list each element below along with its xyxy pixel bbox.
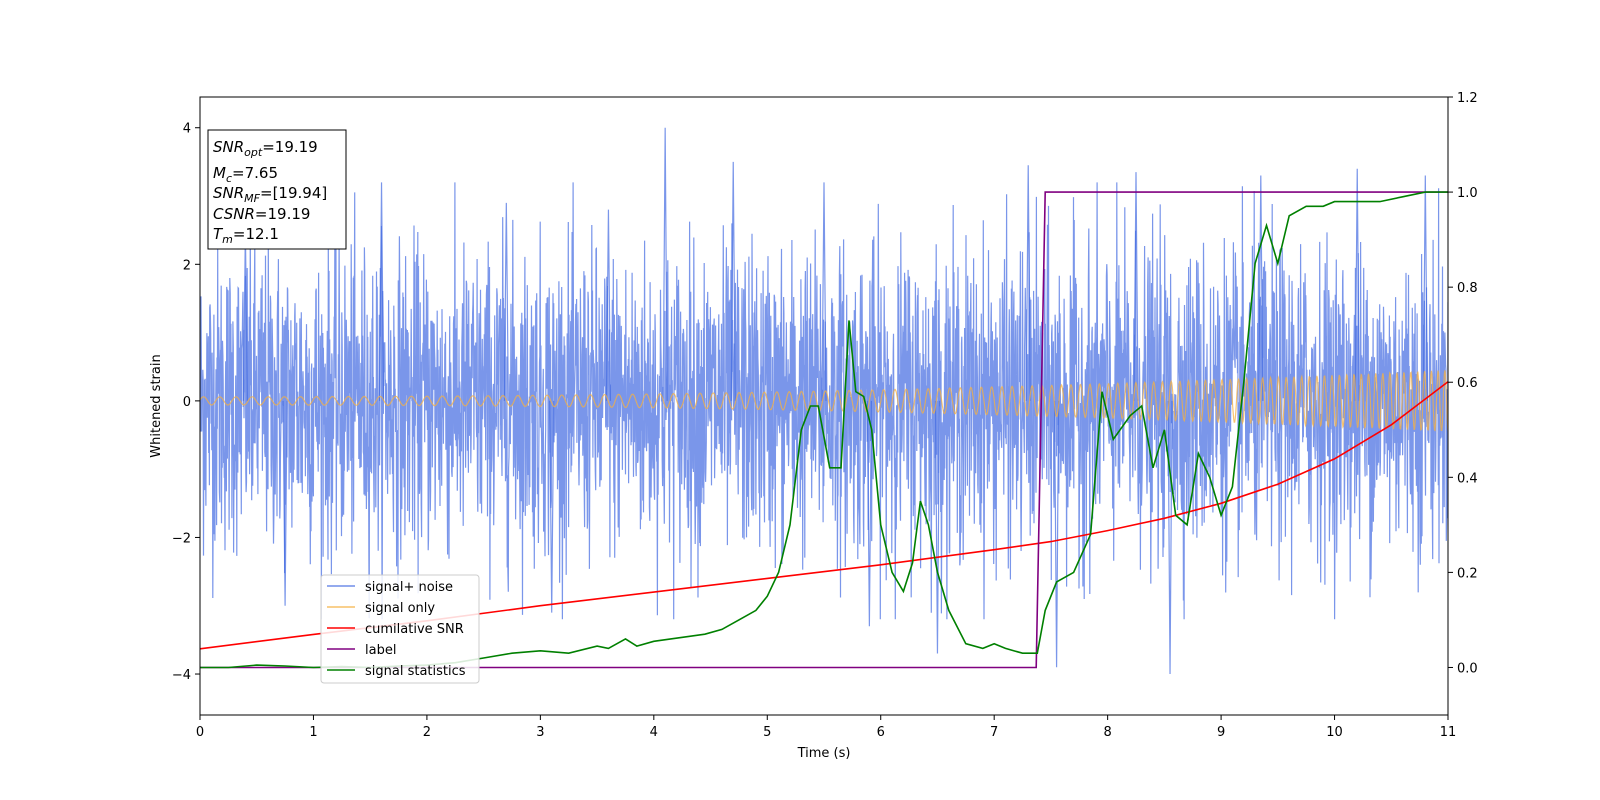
legend: signal+ noise signal only cumilative SNR la… <box>320 574 480 684</box>
legend-label: cumilative SNR <box>365 622 464 637</box>
annotation-line: Mc=7.65 <box>213 164 278 185</box>
annotation-box: SNRopt=19.19 Mc=7.65SNRMF=[19.94]CSNR=19.… <box>207 129 347 250</box>
x-axis-label: Time (s) <box>797 746 851 761</box>
line-signal-statistics <box>200 191 1448 669</box>
y2-tick-label: 0.4 <box>1457 471 1478 486</box>
legend-label: label <box>365 643 396 658</box>
noise-peak-15 <box>1258 175 1264 401</box>
series-3 <box>200 191 1448 669</box>
y2-tick-label: 0.6 <box>1457 376 1478 391</box>
x-tick-label: 4 <box>650 725 658 740</box>
series-layer <box>200 127 1448 675</box>
line-label <box>200 191 1448 669</box>
noise-peak-8 <box>821 182 827 401</box>
noise-peak-11 <box>1025 165 1031 401</box>
legend-label: signal only <box>365 601 435 616</box>
noise-peak-13 <box>1133 172 1139 401</box>
noise-peak-17 <box>1422 175 1428 401</box>
x-tick-label: 9 <box>1217 725 1225 740</box>
x-tick-label: 2 <box>423 725 431 740</box>
x-tick-label: 5 <box>763 725 771 740</box>
annotation-frame <box>207 129 347 250</box>
noise-peak-1 <box>282 400 288 606</box>
x-tick-label: 1 <box>309 725 317 740</box>
x-tick-label: 8 <box>1103 725 1111 740</box>
y-axis-label: Whitened strain <box>149 354 164 457</box>
y2-tick-label: 0.8 <box>1457 281 1478 296</box>
noise-peak-3 <box>503 202 509 401</box>
noise-peak-16 <box>1354 168 1360 401</box>
noise-peak-5 <box>605 209 612 401</box>
legend-label: signal statistics <box>365 664 466 679</box>
noise-peak-10 <box>934 400 941 654</box>
plot-frame <box>199 96 1449 716</box>
series-1 <box>200 370 1448 432</box>
noise-peak-7 <box>730 161 736 401</box>
y-tick-label: 2 <box>183 258 191 273</box>
legend-frame <box>320 574 480 684</box>
x-tick-label: 11 <box>1440 725 1457 740</box>
x-tick-label: 6 <box>877 725 885 740</box>
ticks-layer: 0 1 2 3 4 5 6 7 8 9 10 11 4 2 0 −2 −4 1.2 1.0 0.8 0.6 0.4 0.2 0… <box>172 91 1478 740</box>
y2-tick-label: 1.0 <box>1457 186 1478 201</box>
annotation-line: SNRopt=19.19 <box>213 138 318 159</box>
annotation-line: Tm=12.1 <box>213 225 279 246</box>
series-2 <box>200 381 1448 650</box>
series-4 <box>200 191 1448 669</box>
y-tick-label: 4 <box>183 122 191 137</box>
x-tick-label: 10 <box>1326 725 1343 740</box>
noise-peak-4 <box>549 400 555 613</box>
chirp-trace <box>200 370 1448 432</box>
y-tick-label: −2 <box>172 531 191 546</box>
noise-peak-6 <box>662 127 668 401</box>
x-tick-label: 0 <box>196 725 204 740</box>
noise-peak-2 <box>378 182 385 401</box>
legend-label: signal+ noise <box>365 580 453 595</box>
y-tick-label: −4 <box>172 668 191 683</box>
y-tick-label: 0 <box>183 395 191 410</box>
line-cumilative-snr <box>200 381 1448 650</box>
y2-tick-label: 0.0 <box>1457 661 1478 676</box>
y2-tick-label: 1.2 <box>1457 91 1478 106</box>
noise-trace <box>200 182 1448 620</box>
x-tick-label: 3 <box>536 725 544 740</box>
x-tick-label: 7 <box>990 725 998 740</box>
annotation-line: CSNR=19.19 <box>213 205 310 223</box>
annotation-line: SNRMF=[19.94] <box>213 184 327 205</box>
y2-tick-label: 0.2 <box>1457 566 1478 581</box>
